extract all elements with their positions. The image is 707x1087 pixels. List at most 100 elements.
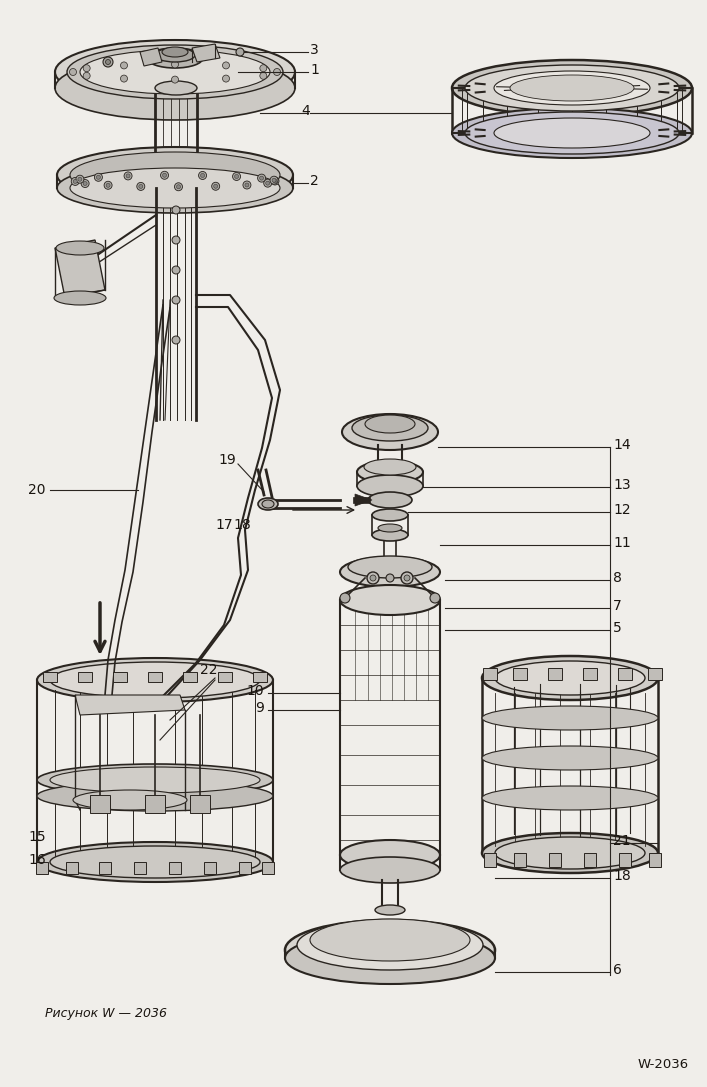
Bar — [134, 862, 146, 874]
Ellipse shape — [375, 905, 405, 915]
Ellipse shape — [155, 82, 197, 95]
Bar — [549, 853, 561, 867]
Circle shape — [235, 174, 238, 178]
Text: 4: 4 — [301, 104, 310, 118]
Circle shape — [83, 65, 90, 72]
Text: 17: 17 — [215, 518, 233, 532]
Ellipse shape — [258, 498, 278, 510]
Ellipse shape — [50, 662, 260, 698]
Circle shape — [83, 182, 87, 186]
Circle shape — [211, 183, 220, 190]
Circle shape — [243, 182, 251, 189]
Text: 22: 22 — [200, 663, 218, 677]
Polygon shape — [355, 493, 372, 507]
Bar — [513, 669, 527, 680]
Circle shape — [273, 179, 277, 183]
Text: 11: 11 — [613, 536, 631, 550]
Circle shape — [81, 179, 89, 188]
Ellipse shape — [465, 112, 679, 154]
Ellipse shape — [482, 746, 658, 770]
Circle shape — [236, 48, 244, 57]
Text: 20: 20 — [28, 483, 45, 497]
Ellipse shape — [495, 837, 645, 869]
Ellipse shape — [37, 780, 273, 811]
Ellipse shape — [310, 919, 470, 961]
Bar — [262, 862, 274, 874]
Bar — [618, 669, 632, 680]
Circle shape — [78, 177, 82, 182]
Circle shape — [83, 73, 90, 79]
Bar — [583, 669, 597, 680]
Circle shape — [172, 207, 180, 214]
Text: 7: 7 — [613, 599, 621, 613]
Ellipse shape — [365, 415, 415, 433]
Ellipse shape — [37, 764, 273, 796]
Circle shape — [270, 176, 278, 184]
Circle shape — [124, 172, 132, 180]
Circle shape — [177, 185, 180, 189]
Circle shape — [233, 173, 240, 180]
Bar — [484, 853, 496, 867]
Circle shape — [136, 183, 145, 190]
Ellipse shape — [57, 163, 293, 213]
Circle shape — [74, 179, 77, 184]
Circle shape — [172, 296, 180, 304]
Ellipse shape — [70, 152, 280, 198]
Bar — [90, 795, 110, 813]
Circle shape — [272, 178, 276, 183]
Text: 10: 10 — [246, 684, 264, 698]
Ellipse shape — [50, 846, 260, 878]
Ellipse shape — [494, 71, 650, 105]
Text: 8: 8 — [613, 571, 622, 585]
Text: 2: 2 — [310, 174, 319, 188]
Circle shape — [259, 176, 264, 180]
Bar — [649, 853, 661, 867]
Text: 6: 6 — [613, 963, 622, 977]
Text: 15: 15 — [28, 830, 46, 844]
Polygon shape — [353, 497, 370, 503]
Ellipse shape — [357, 461, 423, 483]
Ellipse shape — [452, 108, 692, 158]
Ellipse shape — [372, 529, 408, 541]
Ellipse shape — [372, 509, 408, 521]
Ellipse shape — [510, 75, 634, 101]
Ellipse shape — [494, 118, 650, 148]
Ellipse shape — [372, 559, 408, 571]
Bar — [239, 862, 251, 874]
Ellipse shape — [70, 168, 280, 208]
Ellipse shape — [147, 48, 203, 68]
Text: W-2036: W-2036 — [638, 1059, 689, 1072]
Circle shape — [104, 182, 112, 189]
Ellipse shape — [340, 557, 440, 587]
Text: 9: 9 — [255, 701, 264, 715]
Circle shape — [71, 177, 79, 186]
Ellipse shape — [37, 842, 273, 882]
Text: 1: 1 — [310, 63, 319, 77]
Circle shape — [139, 185, 143, 188]
Ellipse shape — [378, 524, 402, 532]
Circle shape — [430, 594, 440, 603]
Circle shape — [175, 183, 182, 190]
Polygon shape — [140, 48, 162, 66]
Ellipse shape — [57, 147, 293, 203]
Ellipse shape — [73, 790, 187, 810]
Circle shape — [163, 173, 167, 177]
Ellipse shape — [56, 241, 104, 255]
Circle shape — [401, 572, 413, 584]
Polygon shape — [192, 43, 220, 62]
Bar — [514, 853, 526, 867]
Ellipse shape — [364, 459, 416, 475]
Circle shape — [95, 173, 103, 182]
Ellipse shape — [342, 414, 438, 450]
Text: 13: 13 — [613, 478, 631, 492]
Circle shape — [340, 594, 350, 603]
Circle shape — [214, 185, 218, 188]
Bar — [183, 672, 197, 682]
Bar — [190, 795, 210, 813]
Bar — [113, 672, 127, 682]
Bar — [548, 669, 562, 680]
Circle shape — [367, 572, 379, 584]
Circle shape — [266, 182, 269, 185]
Ellipse shape — [67, 45, 283, 99]
Bar — [204, 862, 216, 874]
